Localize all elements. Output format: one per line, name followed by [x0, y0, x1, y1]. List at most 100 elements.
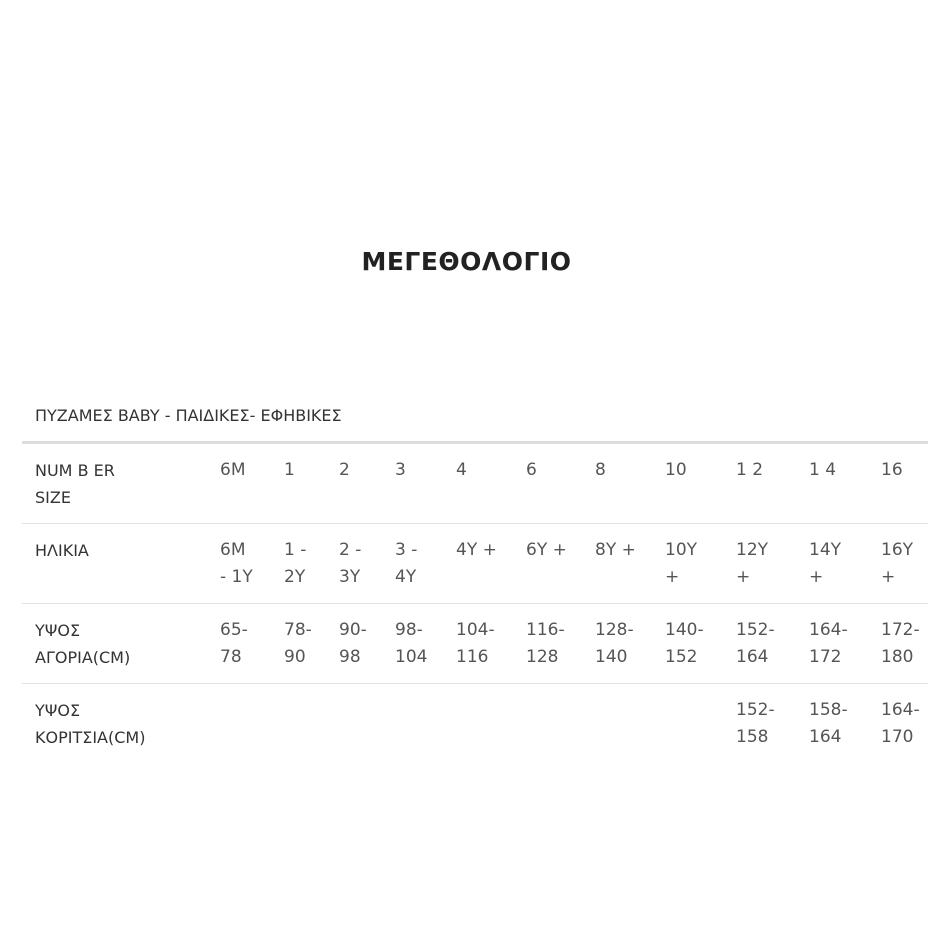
cell-line: 3	[395, 460, 406, 480]
row-label-line: ΚΟΡΙΤΣΙΑ(CM)	[35, 728, 146, 747]
row-label: ΥΨΟΣ ΑΓΟΡΙΑ(CM)	[35, 617, 220, 672]
cell-line: 172-	[881, 620, 920, 640]
cell-line: 8Y +	[595, 540, 636, 560]
table-cell: 65- 78	[220, 617, 284, 672]
cell-line: 152-	[736, 700, 775, 720]
table-subtitle: ΠΥΖΑΜΕΣ BABY - ΠΑΙΔΙΚΕΣ- ΕΦΗΒΙΚΕΣ	[35, 406, 342, 425]
table-cell: 128- 140	[595, 617, 665, 672]
table-cell: 6	[526, 457, 595, 512]
cell-line: +	[665, 567, 680, 587]
cell-line: 1 2	[736, 460, 764, 480]
table-cell: 2 -3Y	[339, 537, 395, 592]
cell-line: 4	[456, 460, 467, 480]
cell-line: 2Y	[284, 567, 306, 587]
cell-line: 1 4	[809, 460, 837, 480]
table-cell: 172- 180	[881, 617, 941, 672]
row-label-line: ΗΛΙΚΙΑ	[35, 541, 89, 560]
cell-line: - 1Y	[220, 567, 253, 587]
table-cell: 6M - 1Y	[220, 537, 284, 592]
table-cell: 1	[284, 457, 339, 512]
table-cell: 90- 98	[339, 617, 395, 672]
table-cell: 104- 116	[456, 617, 526, 672]
cell-line: 140-	[665, 620, 704, 640]
table-cell	[526, 697, 595, 752]
table-cell: 98- 104	[395, 617, 456, 672]
cell-line: 14Y	[809, 540, 842, 560]
table-cell: 10	[665, 457, 736, 512]
cell-line: 3Y	[339, 567, 361, 587]
table-cell: 2	[339, 457, 395, 512]
cell-line: 12Y	[736, 540, 769, 560]
cell-line: 98	[339, 647, 361, 667]
cell-line: 104-	[456, 620, 495, 640]
table-cell: 6M	[220, 457, 284, 512]
cell-line: 128-	[595, 620, 634, 640]
table-row-height-girls: ΥΨΟΣ ΚΟΡΙΤΣΙΑ(CM) 152- 158 158- 164 164- 170	[22, 684, 928, 763]
row-label: ΗΛΙΚΙΑ	[35, 537, 220, 592]
cell-line: 4Y +	[456, 540, 497, 560]
cell-line: 16	[881, 460, 903, 480]
table-cell: 16	[881, 457, 941, 512]
cell-line: 1	[284, 460, 295, 480]
cell-line: 128	[526, 647, 559, 667]
cell-line: 10Y	[665, 540, 698, 560]
table-cell: 14Y +	[809, 537, 881, 592]
cell-line: 172	[809, 647, 842, 667]
row-label-line: SIZE	[35, 488, 71, 507]
cell-line: 78	[220, 647, 242, 667]
cell-line: 116-	[526, 620, 565, 640]
table-cell: 8	[595, 457, 665, 512]
cell-line: 6M	[220, 540, 246, 560]
row-label-line: ΥΨΟΣ	[35, 701, 81, 720]
cell-line: +	[809, 567, 824, 587]
cell-line: 164-	[881, 700, 920, 720]
cell-line: 140	[595, 647, 628, 667]
table-row-height-boys: ΥΨΟΣ ΑΓΟΡΙΑ(CM) 65- 78 78- 90 90- 98 98- 104 104- 1…	[22, 604, 928, 684]
table-cell	[456, 697, 526, 752]
cell-line: 90-	[339, 620, 367, 640]
row-label: NUM B ER SIZE	[35, 457, 220, 512]
page-title: ΜΕΓΕΘΟΛΟΓΙΟ	[361, 247, 572, 276]
cell-line: 170	[881, 727, 914, 747]
row-label-line: ΥΨΟΣ	[35, 621, 81, 640]
cell-line: 164	[809, 727, 842, 747]
table-cell	[595, 697, 665, 752]
table-cell: 3 -4Y	[395, 537, 456, 592]
row-label: ΥΨΟΣ ΚΟΡΙΤΣΙΑ(CM)	[35, 697, 220, 752]
cell-line: 2 -	[339, 540, 362, 560]
cell-line: 152	[665, 647, 698, 667]
table-cell	[665, 697, 736, 752]
table-cell: 8Y +	[595, 537, 665, 592]
table-cell: 1 2	[736, 457, 809, 512]
row-label-line: ΑΓΟΡΙΑ(CM)	[35, 648, 131, 667]
cell-line: 1 -	[284, 540, 307, 560]
cell-line: 90	[284, 647, 306, 667]
cell-line: 3 -	[395, 540, 418, 560]
cell-line: 6	[526, 460, 537, 480]
table-cell: 164- 172	[809, 617, 881, 672]
cell-line: 16Y	[881, 540, 914, 560]
table-cell: 12Y +	[736, 537, 809, 592]
table-cell: 152- 164	[736, 617, 809, 672]
table-cell: 158- 164	[809, 697, 881, 752]
cell-line: 10	[665, 460, 687, 480]
table-cell: 10Y +	[665, 537, 736, 592]
table-cell: 4	[456, 457, 526, 512]
cell-line: 180	[881, 647, 914, 667]
table-cell: 1 -2Y	[284, 537, 339, 592]
cell-line: 4Y	[395, 567, 417, 587]
table-cell: 152- 158	[736, 697, 809, 752]
cell-line: 164-	[809, 620, 848, 640]
cell-line: +	[881, 567, 896, 587]
cell-line: 8	[595, 460, 606, 480]
table-cell	[395, 697, 456, 752]
cell-line: +	[736, 567, 751, 587]
cell-line: 6M	[220, 460, 246, 480]
cell-line: 104	[395, 647, 428, 667]
table-cell: 4Y +	[456, 537, 526, 592]
table-cell	[339, 697, 395, 752]
table-cell: 1 4	[809, 457, 881, 512]
table-cell: 16Y +	[881, 537, 941, 592]
